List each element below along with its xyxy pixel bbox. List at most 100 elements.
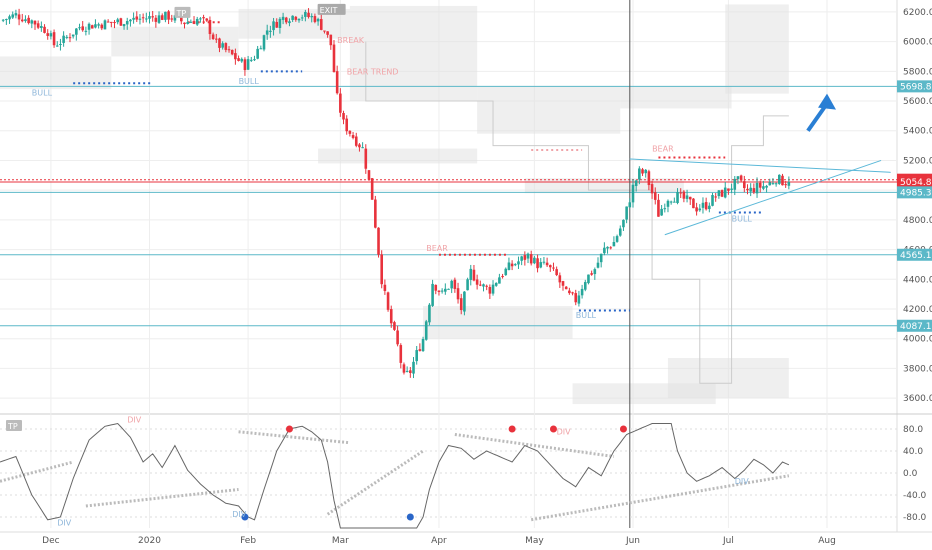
candle-body	[698, 208, 702, 211]
candle-body	[294, 16, 298, 20]
candle-body	[246, 59, 250, 70]
candle-body	[59, 44, 62, 46]
candle-body	[571, 292, 574, 294]
candle-body	[784, 184, 787, 186]
candle-body	[657, 199, 660, 217]
candle-body	[186, 22, 189, 24]
cloud-band	[477, 86, 621, 134]
candle-body	[405, 370, 409, 372]
candle-body	[151, 16, 154, 18]
candle-body	[103, 20, 107, 30]
candle-body	[183, 22, 186, 25]
candle-body	[513, 264, 517, 266]
candle-body	[227, 49, 231, 51]
candle-body	[482, 284, 485, 287]
candle-body	[631, 184, 635, 203]
divergence-line	[238, 430, 351, 445]
candle-body	[704, 202, 708, 210]
candle-body	[132, 17, 135, 20]
candle-body	[526, 253, 530, 259]
candle-body	[488, 287, 492, 294]
price-tick-label: 3800.0	[903, 364, 932, 374]
candle-body	[762, 186, 765, 189]
time-tick-label[interactable]: Jul	[722, 536, 734, 546]
candle-body	[708, 205, 711, 210]
candle-body	[440, 290, 444, 292]
annotation-label: TP	[175, 9, 186, 18]
time-tick-label[interactable]: Jun	[625, 536, 640, 546]
divergence-line	[454, 433, 615, 458]
oscillator-tick-label: 0.0	[903, 469, 918, 479]
candle-body	[389, 309, 393, 324]
candle-body	[253, 59, 256, 61]
candle-body	[456, 288, 460, 300]
oscillator-pane: 80.0 40.0 0.0 -40.0 -80.0 DIV DIV DIV DIV DIV TP	[0, 415, 927, 529]
candle-body	[160, 15, 164, 20]
cloud-band	[620, 86, 732, 109]
candle-body	[374, 199, 377, 228]
candle-body	[272, 21, 275, 31]
candle-body	[673, 201, 676, 203]
candle-body	[345, 118, 349, 132]
candle-body	[717, 190, 721, 197]
candle-body	[110, 21, 113, 23]
candle-body	[358, 144, 361, 148]
candle-body	[583, 282, 587, 290]
time-tick-label[interactable]: Mar	[332, 536, 349, 546]
price-tick-label: 6000.0	[903, 38, 932, 48]
candle-body	[40, 25, 43, 28]
candle-body	[8, 16, 11, 20]
time-tick-label[interactable]: 2020	[138, 536, 161, 546]
cloud-band	[111, 26, 239, 57]
candle-body	[574, 293, 578, 303]
candle-body	[68, 37, 72, 39]
candle-body	[87, 23, 91, 30]
candle-body	[428, 304, 431, 323]
oscillator-signal-dot	[549, 425, 557, 433]
candle-body	[189, 21, 193, 23]
candle-body	[412, 361, 415, 374]
cloud-band	[423, 306, 573, 339]
candle-body	[75, 28, 78, 35]
candle-body	[138, 18, 142, 20]
time-tick-label[interactable]: May	[525, 536, 544, 546]
time-tick-label[interactable]: Apr	[431, 536, 447, 546]
price-tick-label: 5200.0	[903, 156, 932, 166]
candle-body	[711, 195, 714, 206]
annotation-label: BEAR TREND	[347, 67, 399, 76]
divergence-line	[0, 460, 74, 483]
candle-body	[237, 58, 240, 61]
candle-body	[743, 181, 746, 189]
candle-body	[339, 93, 342, 113]
candle-body	[234, 53, 237, 60]
candle-body	[145, 18, 148, 20]
annotation-label: BULL	[732, 214, 753, 223]
candle-body	[418, 349, 422, 351]
time-tick-label[interactable]: Aug	[818, 536, 836, 546]
time-tick-label[interactable]: Feb	[240, 536, 256, 546]
level-price-tag	[897, 248, 932, 261]
candle-body	[332, 44, 336, 73]
candle-body	[688, 196, 692, 200]
candle-body	[768, 182, 772, 186]
candle-body	[354, 136, 358, 146]
candle-body	[752, 188, 756, 193]
candle-body	[262, 35, 266, 50]
time-tick-label[interactable]: Dec	[42, 536, 59, 546]
candle-body	[199, 18, 202, 20]
candle-body	[787, 182, 791, 186]
annotation-label: EXIT	[320, 6, 338, 15]
candle-body	[281, 16, 285, 20]
oscillator-tick-label: 40.0	[903, 447, 923, 457]
candle-body	[615, 236, 619, 242]
oscillator-signal-dot	[406, 513, 414, 521]
candle-body	[622, 219, 625, 228]
candle-body	[653, 192, 657, 200]
oscillator-signal-dot	[241, 513, 249, 521]
price-pane: 6200.06000.05800.05600.05400.05200.05000…	[0, 0, 932, 533]
time-axis[interactable]: Dec 2020 Feb Mar Apr May Jun Jul Aug	[42, 536, 836, 546]
candle-body	[781, 175, 784, 186]
candle-body	[351, 135, 355, 138]
cloud-band	[725, 4, 789, 94]
